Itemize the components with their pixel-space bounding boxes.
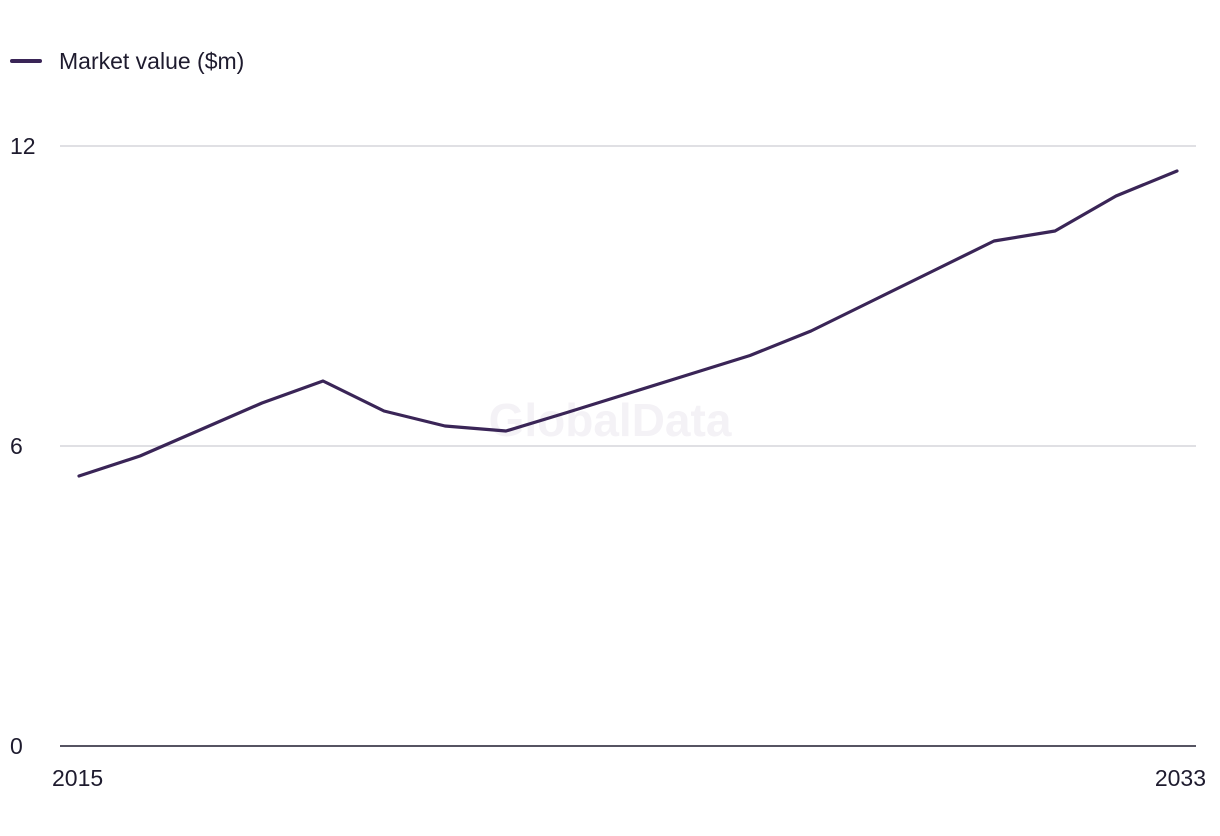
data-point xyxy=(748,354,752,358)
legend-label: Market value ($m) xyxy=(59,47,245,74)
legend-swatch xyxy=(10,59,42,63)
data-point xyxy=(1114,194,1118,198)
data-point xyxy=(1053,229,1057,233)
series-line-market-value xyxy=(77,169,1179,478)
x-tick-label: 2033 xyxy=(1155,765,1206,791)
watermark-text: GlobalData xyxy=(489,394,732,446)
chart-legend: Market value ($m) xyxy=(10,44,244,78)
data-point xyxy=(809,329,813,333)
x-tick-label: 2015 xyxy=(52,765,103,791)
data-point xyxy=(1175,169,1179,173)
data-point xyxy=(443,424,447,428)
data-point xyxy=(138,454,142,458)
y-tick-label: 0 xyxy=(10,733,23,759)
y-tick-label: 6 xyxy=(10,433,23,459)
data-point xyxy=(77,474,81,478)
y-tick-label: 12 xyxy=(10,133,36,159)
data-point xyxy=(687,373,691,377)
data-point xyxy=(870,299,874,303)
data-point xyxy=(992,239,996,243)
data-point xyxy=(504,429,508,433)
data-point xyxy=(382,409,386,413)
data-point xyxy=(260,401,264,405)
data-point xyxy=(321,379,325,383)
data-point xyxy=(199,428,203,432)
data-point xyxy=(626,392,630,396)
data-point xyxy=(931,269,935,273)
data-point xyxy=(565,411,569,415)
